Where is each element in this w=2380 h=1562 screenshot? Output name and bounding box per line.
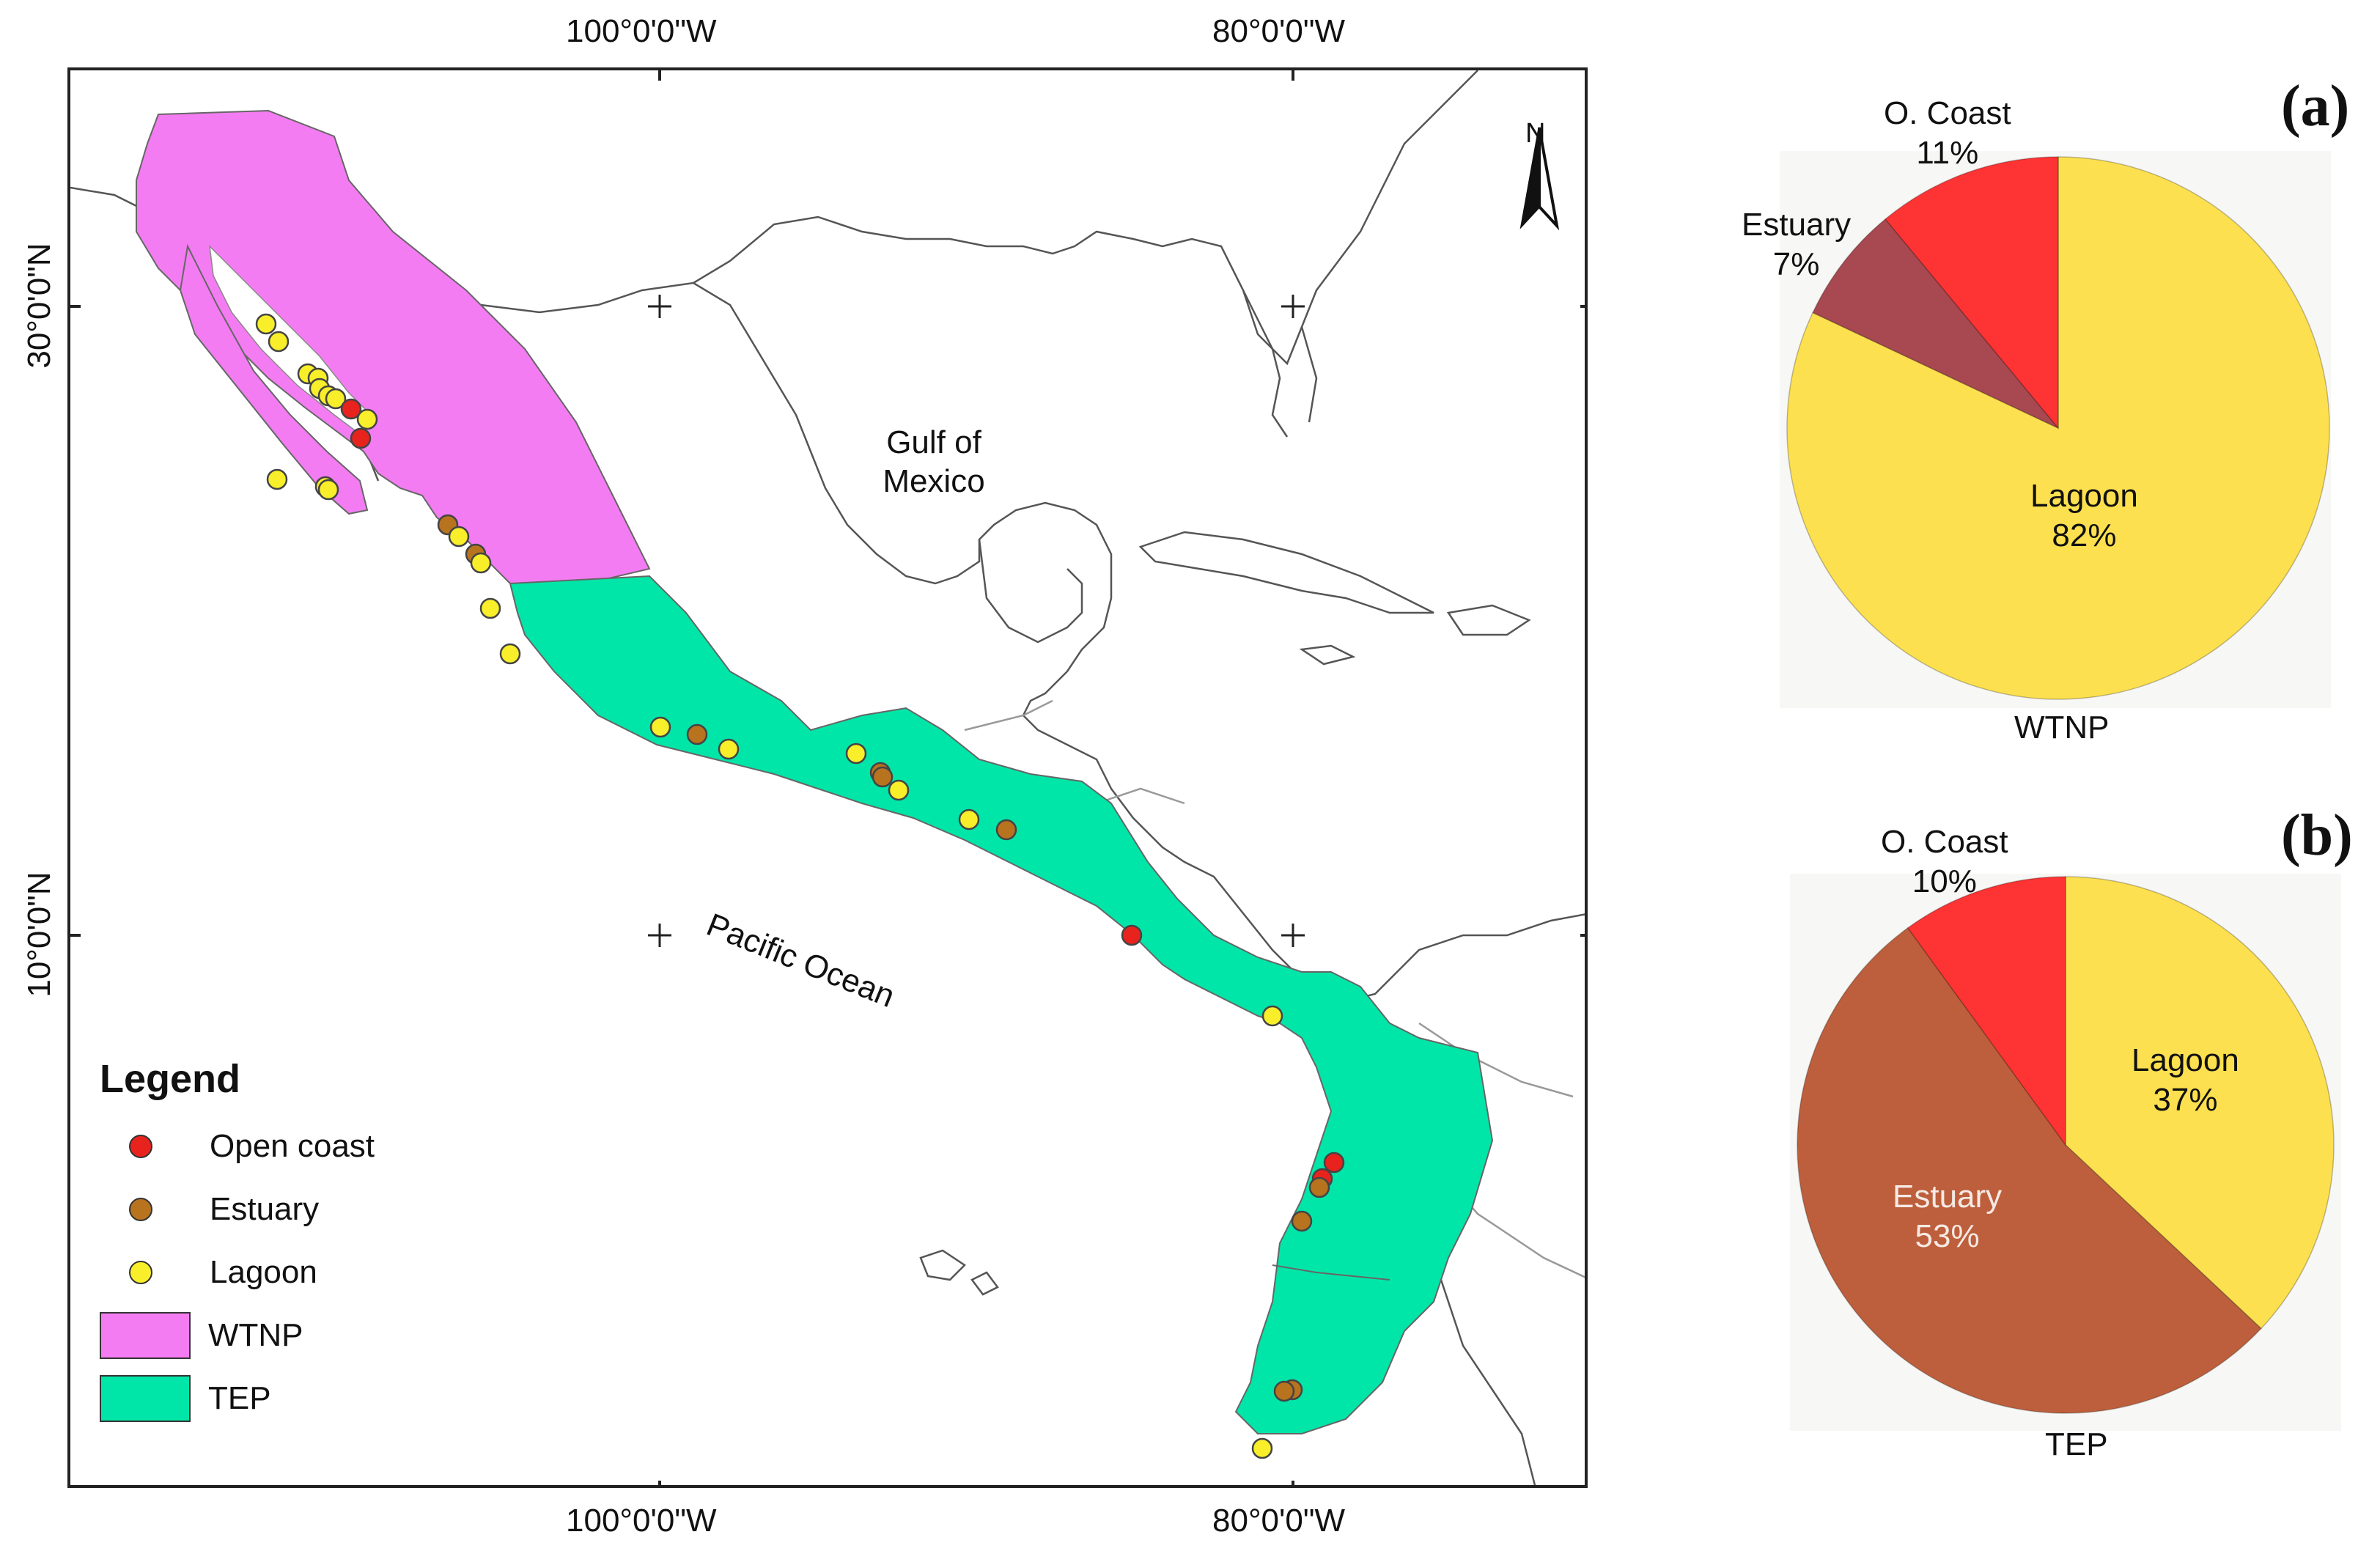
- panel-label-a: (a): [2281, 74, 2350, 139]
- baja-california: [179, 243, 369, 515]
- lon-label-top-100w: 100°0'0"W: [566, 13, 717, 49]
- open-coast-point: [340, 398, 362, 420]
- lagoon-swatch: [129, 1261, 152, 1284]
- pie-a-lagoon-label: Lagoon 82%: [2030, 478, 2138, 553]
- pie-chart-b: [1797, 876, 2335, 1414]
- tep-region: [509, 575, 1494, 1434]
- legend-label: Open coast: [210, 1128, 375, 1164]
- lagoon-point: [888, 779, 910, 801]
- lagoon-point: [718, 738, 740, 760]
- estuary-swatch: [129, 1198, 152, 1221]
- tep-subdivision: [1272, 1264, 1390, 1281]
- lagoon-point: [266, 468, 288, 490]
- lagoon-point: [958, 808, 980, 830]
- estuary-point: [872, 766, 894, 788]
- legend-item-lagoon: Lagoon: [100, 1241, 375, 1304]
- map-canvas: [70, 70, 1585, 1485]
- lagoon-point: [317, 479, 339, 501]
- open-coast-point: [1323, 1152, 1345, 1174]
- lat-label-30n: 30°0'0"N: [21, 243, 57, 369]
- estuary-point: [1273, 1380, 1295, 1402]
- gulf-of-mexico-label: Gulf of Mexico: [883, 424, 985, 499]
- pie-slice-lagoon: [1786, 156, 2330, 700]
- pie-slice-estuary: [1812, 218, 2059, 429]
- pie-a-ocoast-label: O. Coast 11%: [1884, 95, 2011, 171]
- north-letter: N: [1525, 118, 1546, 149]
- pie-b-background: [1790, 874, 2341, 1431]
- map-frame: Gulf of Mexico Pacific Ocean N Legend Op…: [67, 67, 1588, 1488]
- lagoon-point: [255, 313, 277, 335]
- pie-a-estuary-label: Estuary 7%: [1742, 207, 1852, 282]
- lagoon-point: [845, 743, 867, 765]
- lon-label-bottom-100w: 100°0'0"W: [566, 1503, 717, 1539]
- north-arrow: [1519, 127, 1560, 231]
- estuary-point: [1308, 1176, 1330, 1198]
- pie-b-ocoast-label: O. Coast 10%: [1881, 824, 2008, 899]
- pie-a-background: [1780, 151, 2331, 708]
- lagoon-point: [448, 526, 470, 548]
- open-coast-point: [350, 427, 372, 449]
- lat-label-10n: 10°0'0"N: [21, 872, 57, 998]
- pie-slice-o-coast: [1906, 876, 2066, 1147]
- lagoon-point: [499, 643, 521, 665]
- lon-label-bottom-80w: 80°0'0"W: [1212, 1503, 1346, 1539]
- lagoon-point: [1261, 1005, 1283, 1027]
- legend-label: WTNP: [208, 1317, 303, 1353]
- lagoon-point: [356, 408, 378, 430]
- estuary-point: [995, 819, 1017, 841]
- estuary-point: [1291, 1210, 1313, 1232]
- lagoon-point: [470, 552, 492, 574]
- legend-title: Legend: [100, 1057, 241, 1101]
- lagoon-point: [268, 331, 290, 353]
- sampling-points: [255, 313, 1345, 1459]
- lon-label-top-80w: 80°0'0"W: [1212, 13, 1346, 49]
- estuary-point: [686, 723, 708, 745]
- pie-chart-a: [1786, 156, 2330, 700]
- legend: Legend Open coast Estuary Lagoon WTNP TE…: [100, 1056, 375, 1430]
- pie-slice-lagoon: [2065, 876, 2335, 1330]
- pie-b-lagoon-label: Lagoon 37%: [2132, 1042, 2239, 1118]
- lagoon-point: [325, 388, 347, 410]
- legend-item-open-coast: Open coast: [100, 1115, 375, 1178]
- panel-label-b: (b): [2281, 803, 2353, 868]
- pie-slice-estuary: [1797, 926, 2262, 1414]
- legend-item-tep: TEP: [100, 1367, 375, 1430]
- open-coast-swatch: [129, 1135, 152, 1158]
- pie-a-caption: WTNP: [2014, 710, 2110, 745]
- lagoon-point: [649, 716, 671, 738]
- graticule-crosses: [648, 295, 1305, 947]
- wtnp-swatch: [100, 1312, 191, 1359]
- open-coast-point: [1121, 924, 1143, 946]
- legend-item-estuary: Estuary: [100, 1178, 375, 1241]
- legend-label: TEP: [208, 1380, 271, 1416]
- frame-ticks: [70, 70, 1585, 1485]
- legend-label: Lagoon: [210, 1254, 317, 1290]
- lagoon-point: [479, 597, 501, 619]
- legend-item-wtnp: WTNP: [100, 1304, 375, 1367]
- tep-swatch: [100, 1375, 191, 1422]
- pie-slice-o-coast: [1885, 156, 2059, 430]
- lagoon-point: [1251, 1437, 1273, 1459]
- pie-b-caption: TEP: [2045, 1426, 2108, 1462]
- pie-b-estuary-label: Estuary 53%: [1893, 1179, 2003, 1254]
- legend-label: Estuary: [210, 1191, 320, 1227]
